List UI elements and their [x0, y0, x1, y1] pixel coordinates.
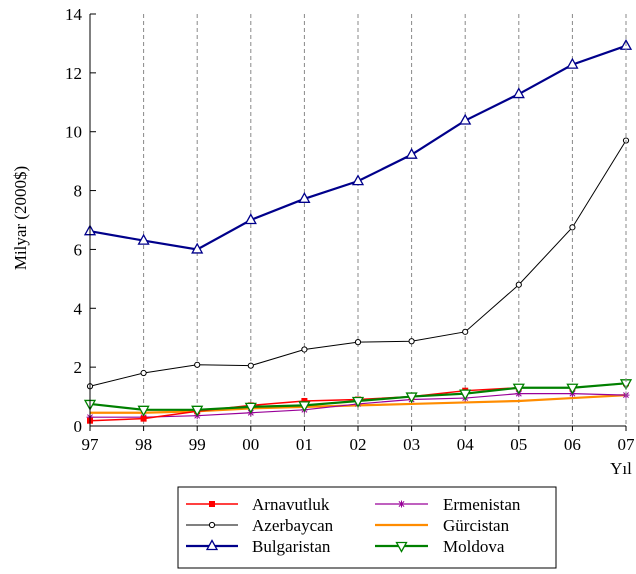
data-point [395, 541, 408, 553]
data-point [512, 383, 525, 395]
y-tick-label: 2 [74, 358, 83, 377]
x-tick-label: 03 [403, 435, 420, 454]
x-tick-label: 01 [296, 435, 313, 454]
data-point [191, 242, 204, 254]
data-point [140, 369, 147, 377]
data-point [137, 405, 150, 417]
series-bulgaristan [83, 38, 633, 254]
data-point [301, 397, 308, 404]
legend-item: Gürcistan [375, 516, 510, 535]
data-point [298, 191, 311, 203]
x-tick-label: 02 [350, 435, 367, 454]
legend-label: Bulgaristan [252, 537, 331, 556]
data-point [515, 281, 522, 288]
legend-item: Arnavutluk [186, 495, 330, 514]
data-point [137, 233, 150, 245]
legend: Arnavutluk Ermenistan Azerbaycan Gürcistan B… [177, 486, 557, 569]
legend-box [177, 486, 557, 569]
data-point [566, 57, 579, 69]
data-point [408, 338, 415, 345]
legend-label: Azerbaycan [252, 516, 334, 535]
x-tick-label: 07 [618, 435, 636, 454]
data-point [208, 521, 216, 529]
data-point [405, 392, 418, 404]
data-point [462, 328, 469, 335]
x-tick-label: 06 [564, 435, 581, 454]
star-stroke [398, 501, 405, 507]
data-point [140, 415, 147, 422]
data-point [566, 383, 579, 395]
data-point [459, 113, 472, 125]
data-point [405, 147, 418, 159]
data-point [209, 501, 215, 507]
y-tick-label: 14 [65, 5, 83, 24]
legend-item: Ermenistan [375, 495, 521, 514]
series-moldova [83, 379, 633, 417]
x-tick-label: 99 [189, 435, 206, 454]
y-axis-label: Milyar (2000$) [11, 166, 30, 270]
y-tick-label: 10 [65, 123, 82, 142]
y-tick-label: 8 [74, 182, 83, 201]
data-point [244, 402, 257, 414]
legend-item: Bulgaristan [186, 537, 331, 556]
data-point [191, 405, 204, 417]
legend-label: Gürcistan [443, 516, 510, 535]
y-tick-label: 12 [65, 64, 82, 83]
data-point [205, 539, 219, 551]
data-point [301, 346, 308, 353]
data-point [354, 339, 362, 346]
data-point [194, 361, 201, 368]
legend-label: Moldova [443, 537, 505, 556]
data-point [351, 396, 365, 408]
y-tick-label: 0 [74, 417, 83, 436]
x-tick-label: 04 [457, 435, 475, 454]
x-tick-label: 98 [135, 435, 152, 454]
data-point [512, 87, 525, 99]
legend-item: Moldova [375, 537, 505, 556]
y-tick-label: 6 [74, 240, 83, 259]
legend-label: Arnavutluk [252, 495, 330, 514]
legend-item: Azerbaycan [186, 516, 334, 535]
y-tick-label: 4 [74, 299, 83, 318]
data-point [247, 362, 254, 369]
legend-label: Ermenistan [443, 495, 521, 514]
data-point [351, 174, 365, 186]
data-point [569, 224, 576, 231]
x-tick-label: 05 [510, 435, 527, 454]
x-tick-label: 97 [82, 435, 100, 454]
data-point [244, 213, 257, 225]
x-tick-label: 00 [242, 435, 259, 454]
data-point [459, 389, 472, 401]
x-axis-label: Yıl [610, 459, 632, 478]
data-point [298, 401, 311, 413]
data-point [398, 500, 405, 508]
